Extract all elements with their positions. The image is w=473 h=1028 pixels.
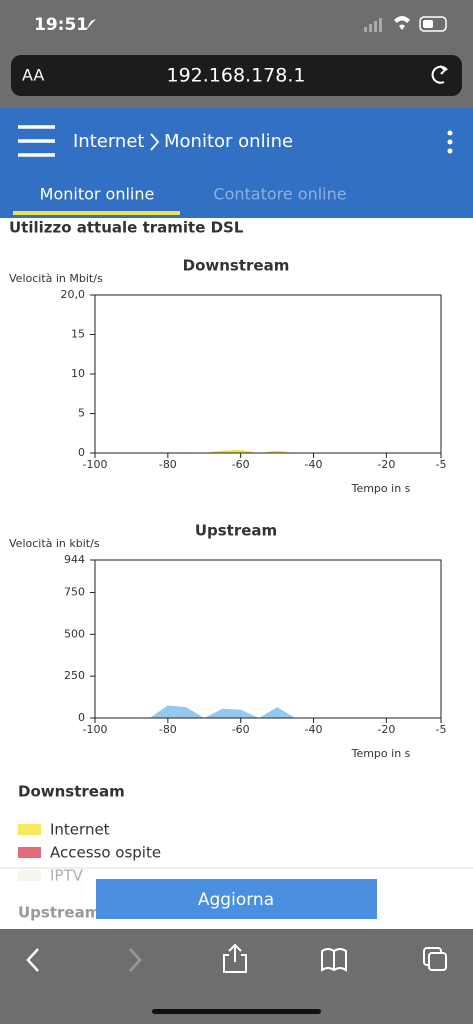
battery-icon <box>419 16 447 32</box>
y-tick-label: 10 <box>71 367 85 380</box>
charts: Downstream Velocità in Mbit/s Tempo in s 0 5… <box>9 257 446 761</box>
clock: 19:51 <box>34 15 88 35</box>
chart-title: Downstream <box>183 257 290 275</box>
x-tick-label: -5 <box>436 458 447 471</box>
tab[interactable]: Contatore online <box>213 185 346 204</box>
x-axis-label: Tempo in s <box>351 482 411 495</box>
location-icon <box>86 19 96 30</box>
x-tick-label: -20 <box>377 458 395 471</box>
tab[interactable]: Monitor online <box>40 185 155 204</box>
wifi-icon <box>394 16 410 30</box>
legend-label: Internet <box>50 821 110 839</box>
refresh-label[interactable]: Aggiorna <box>198 890 274 910</box>
area <box>95 705 441 718</box>
x-tick-label: -60 <box>232 723 250 736</box>
toolbar <box>0 929 473 1024</box>
breadcrumb[interactable]: Internet <box>73 131 144 152</box>
plot-frame <box>94 559 442 719</box>
home-indicator <box>152 1009 321 1014</box>
legend-swatch <box>18 847 41 858</box>
section-heading: Upstream <box>18 904 100 922</box>
y-tick-label: 20,0 <box>61 288 86 301</box>
text-size-button[interactable]: AA <box>22 66 44 85</box>
menu-icon[interactable] <box>18 125 55 157</box>
x-axis-label: Tempo in s <box>351 747 411 760</box>
x-tick-label: -5 <box>436 723 447 736</box>
x-tick-label: -40 <box>305 723 323 736</box>
chart: Downstream Velocità in Mbit/s Tempo in s 0 5… <box>9 257 446 496</box>
breadcrumb: Monitor online <box>164 131 293 152</box>
forward-button[interactable] <box>129 948 142 972</box>
x-tick-label: -80 <box>159 458 177 471</box>
battery-level <box>423 20 433 28</box>
y-tick-label: 0 <box>78 711 85 724</box>
x-tick-label: -60 <box>232 458 250 471</box>
more-icon[interactable] <box>447 130 453 154</box>
back-button[interactable] <box>26 948 39 972</box>
x-tick-label: -80 <box>159 723 177 736</box>
tabs-button[interactable] <box>423 947 447 971</box>
x-tick-label: -20 <box>377 723 395 736</box>
chart: Upstream Velocità in kbit/s Tempo in s 0 250… <box>9 522 446 761</box>
signal-icon <box>364 18 382 32</box>
refresh-button[interactable] <box>96 879 377 919</box>
legend-swatch <box>18 824 41 835</box>
y-tick-label: 750 <box>64 585 85 598</box>
y-tick-label: 250 <box>64 669 85 682</box>
legend-title: Downstream <box>18 783 125 801</box>
section-title: Utilizzo attuale tramite DSL <box>9 219 244 237</box>
legend-label: Accesso ospite <box>50 844 161 862</box>
chart-title: Upstream <box>195 522 277 540</box>
x-tick-label: -100 <box>83 458 108 471</box>
header <box>0 108 473 218</box>
tab-underline <box>13 211 180 215</box>
area <box>95 449 441 453</box>
url-bar[interactable] <box>11 55 462 96</box>
y-axis-label: Velocità in Mbit/s <box>9 272 103 285</box>
y-tick-label: 500 <box>64 627 85 640</box>
y-tick-label: 5 <box>78 407 85 420</box>
y-tick-label: 944 <box>64 553 85 566</box>
y-tick-label: 15 <box>71 328 85 341</box>
share-button[interactable] <box>223 943 247 973</box>
url[interactable]: 192.168.178.1 <box>166 65 305 87</box>
plot-frame <box>94 294 442 454</box>
reload-icon[interactable] <box>431 65 448 84</box>
bookmarks-button[interactable] <box>321 948 347 972</box>
x-tick-label: -40 <box>305 458 323 471</box>
chevron <box>150 133 160 151</box>
x-tick-label: -100 <box>83 723 108 736</box>
y-tick-label: 0 <box>78 446 85 459</box>
y-axis-label: Velocità in kbit/s <box>9 537 100 550</box>
